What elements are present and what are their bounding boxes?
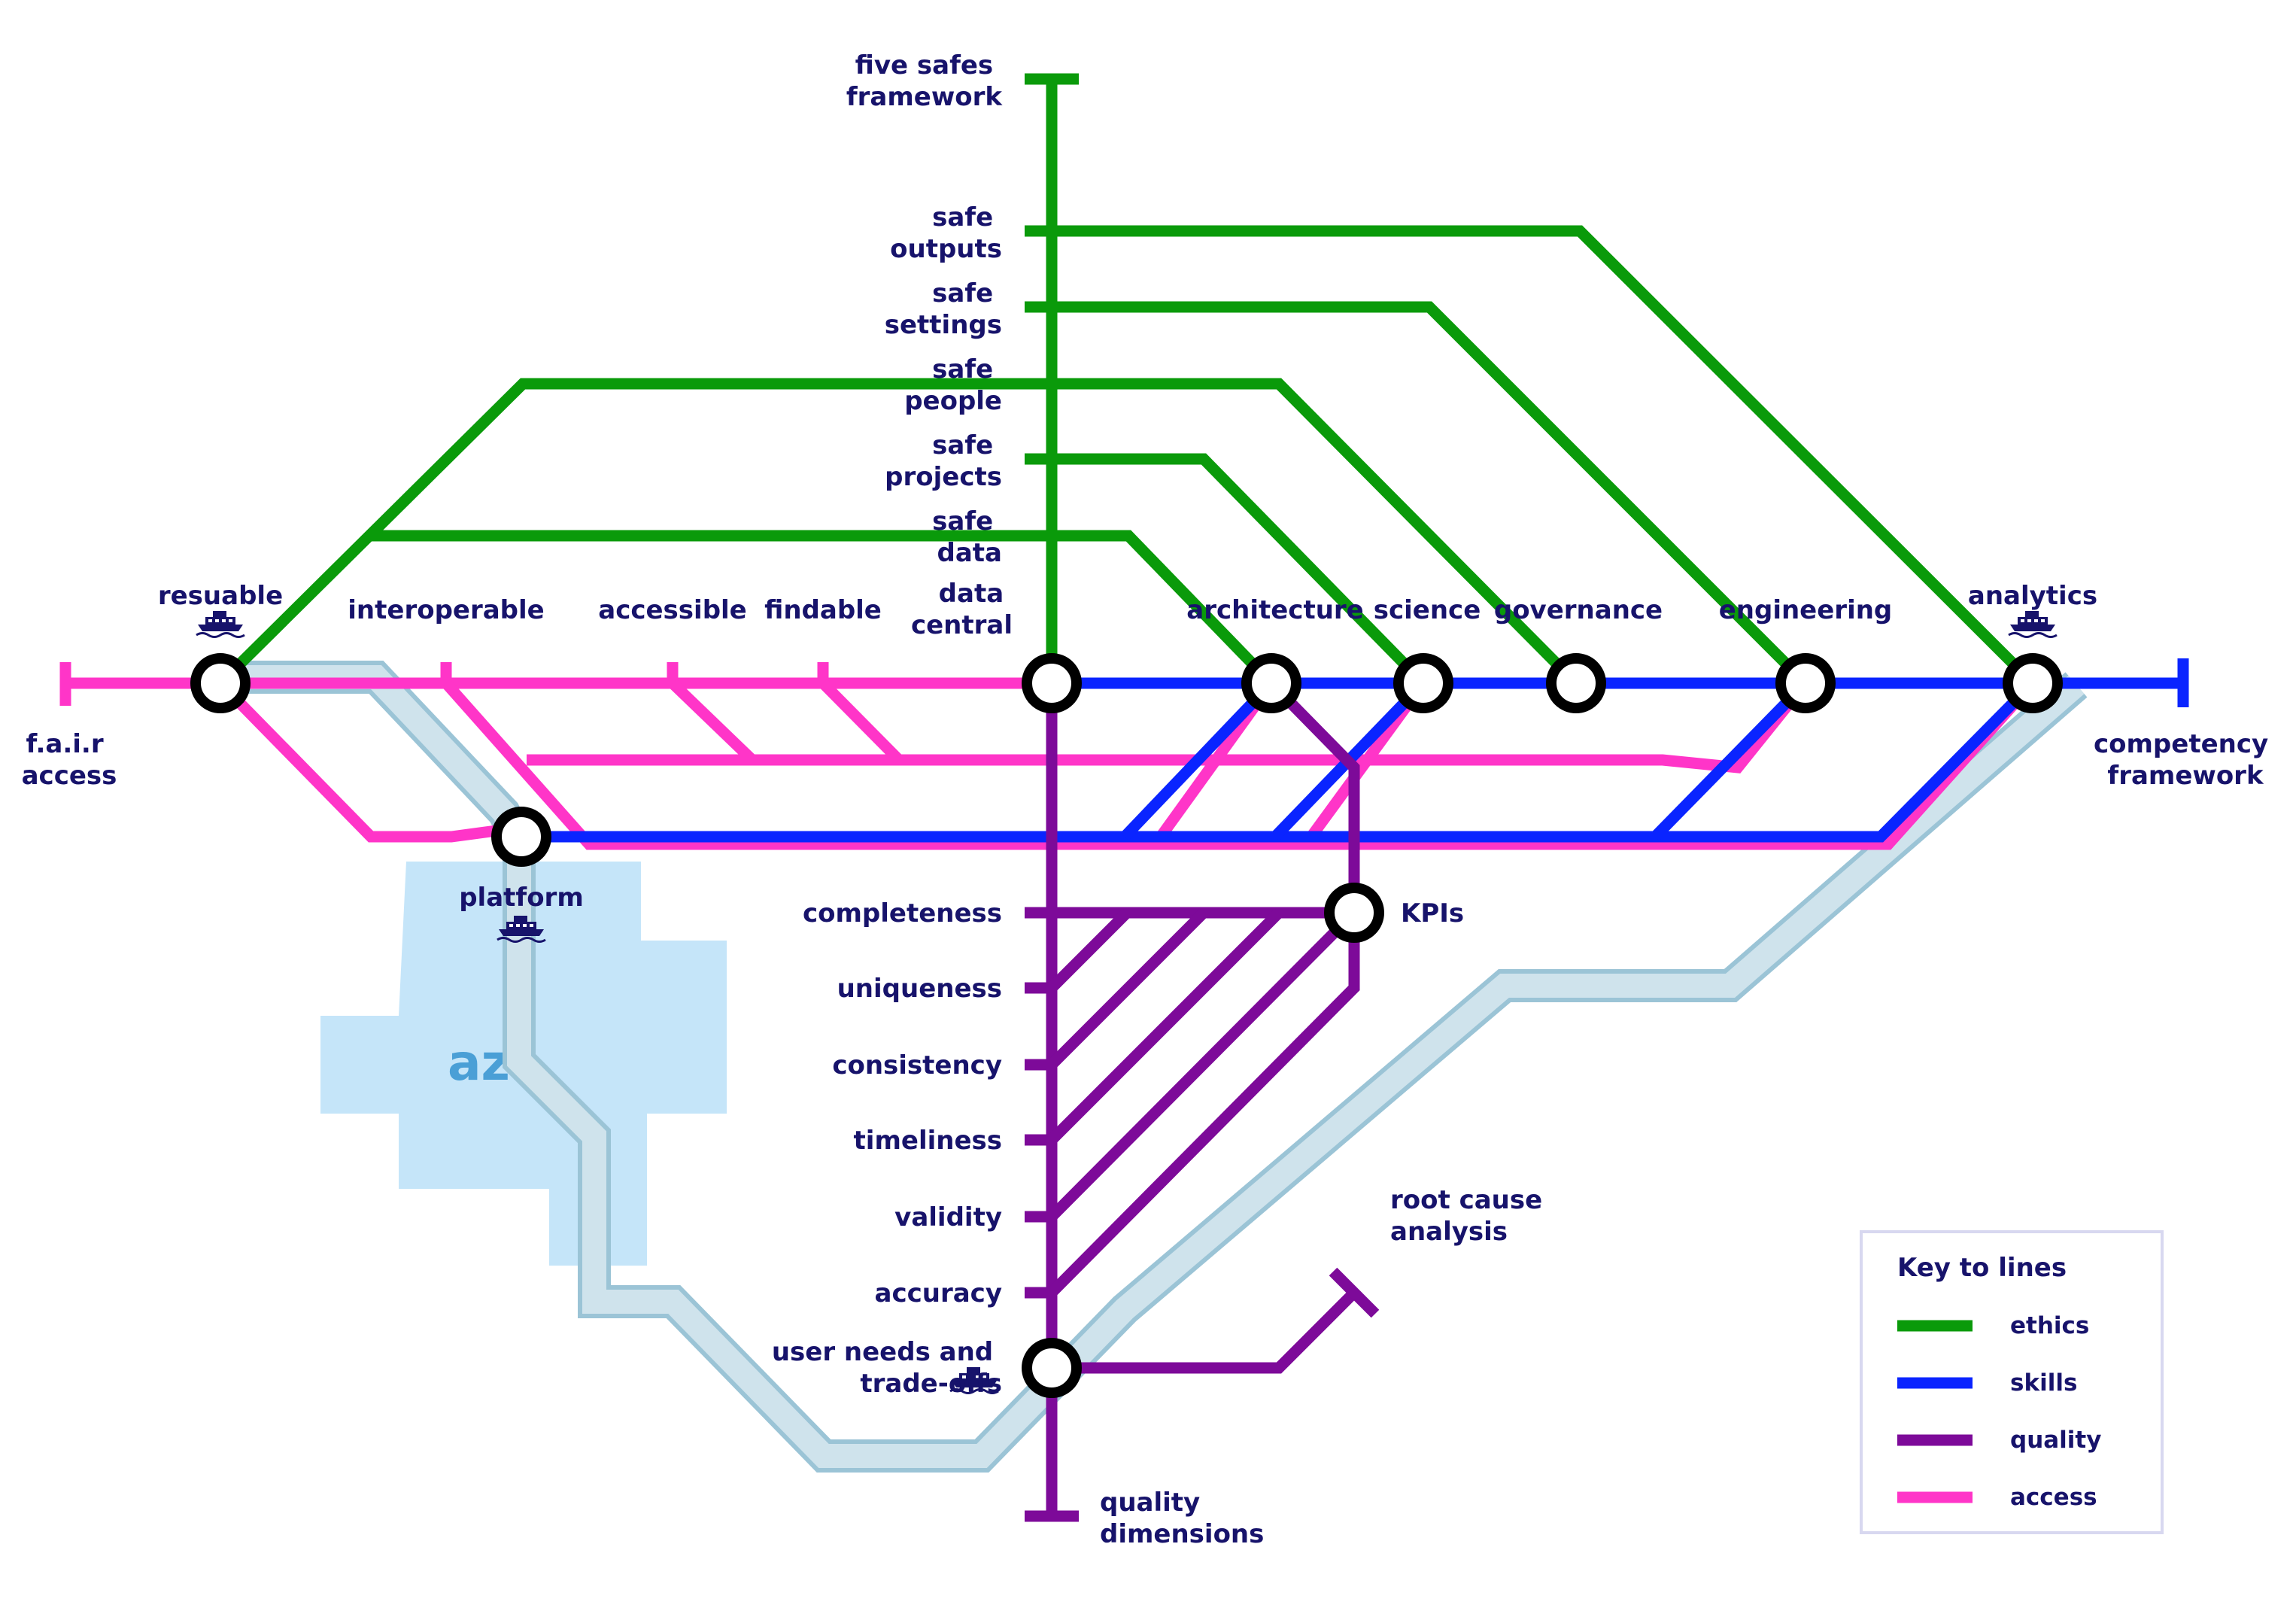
label-competency-framework: competency framework <box>2094 729 2277 791</box>
stations <box>190 653 2063 1398</box>
label-safe-projects: safe projects <box>885 430 1002 492</box>
label-quality-dimensions: quality dimensions <box>1100 1488 1264 1549</box>
station-resuable[interactable] <box>190 653 251 713</box>
label-accessible: accessible <box>598 595 747 625</box>
label-root-cause: root cause analysis <box>1390 1185 1551 1247</box>
label-uniqueness: uniqueness <box>837 974 1002 1004</box>
label-accuracy: accuracy <box>875 1278 1003 1308</box>
label-fair-access: f.a.i.r access <box>22 729 117 791</box>
label-science: science <box>1374 595 1481 625</box>
label-governance: governance <box>1494 595 1663 625</box>
label-engineering: engineering <box>1719 595 1893 625</box>
key-label-ethics: ethics <box>2010 1312 2089 1339</box>
label-safe-settings: safe settings <box>885 278 1002 340</box>
station-analytics[interactable] <box>2003 653 2063 713</box>
label-consistency: consistency <box>832 1050 1002 1080</box>
station-architecture[interactable] <box>1241 653 1301 713</box>
label-safe-people: safe people <box>904 354 1002 416</box>
label-interoperable: interoperable <box>348 595 544 625</box>
label-findable: findable <box>764 595 882 625</box>
key-panel: Key to lines ethics skills quality acces… <box>1860 1230 2164 1534</box>
station-kpis[interactable] <box>1324 883 1384 943</box>
key-title: Key to lines <box>1897 1253 2067 1283</box>
station-data-central[interactable] <box>1022 653 1082 713</box>
key-label-quality: quality <box>2010 1427 2101 1454</box>
label-data-central: data central <box>911 579 1013 640</box>
ethics-line <box>216 73 2037 688</box>
station-governance[interactable] <box>1546 653 1606 713</box>
label-safe-data: safe data <box>932 506 1002 568</box>
label-resuable: resuable <box>158 581 283 611</box>
label-completeness: completeness <box>803 898 1002 929</box>
label-validity: validity <box>894 1202 1002 1232</box>
label-architecture: architecture <box>1186 595 1363 625</box>
quality-line <box>1025 679 1380 1522</box>
label-analytics: analytics <box>1968 581 2097 611</box>
ferry-icon <box>2007 609 2058 638</box>
station-science[interactable] <box>1393 653 1453 713</box>
label-safe-outputs: safe outputs <box>890 202 1002 264</box>
station-user-needs[interactable] <box>1022 1338 1082 1398</box>
label-platform: platform <box>459 883 584 913</box>
key-label-skills: skills <box>2010 1369 2077 1397</box>
station-platform[interactable] <box>491 807 551 867</box>
label-five-safes: five safes framework <box>846 50 1004 112</box>
label-timeliness: timeliness <box>854 1126 1002 1156</box>
key-label-access: access <box>2010 1484 2097 1511</box>
label-user-needs: user needs and trade-offs <box>772 1337 1002 1399</box>
station-engineering[interactable] <box>1775 653 1836 713</box>
label-kpis: KPIs <box>1401 898 1464 929</box>
ferry-icon <box>195 609 246 638</box>
